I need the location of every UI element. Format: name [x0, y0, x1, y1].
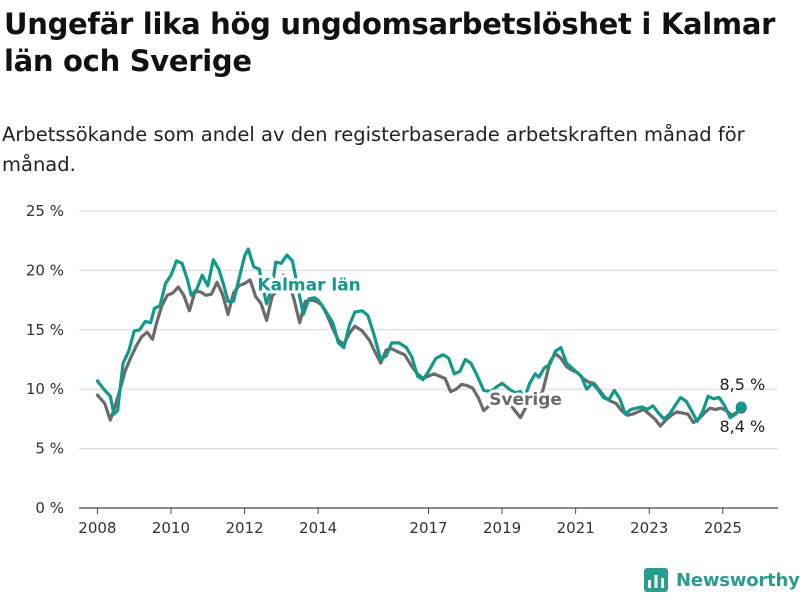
end-label-kalmar: 8,5 % — [719, 375, 765, 394]
end-point-kalmar — [735, 401, 747, 413]
x-tick-label: 2012 — [225, 519, 263, 537]
y-tick-label: 20 % — [26, 261, 64, 279]
series-line-sverige — [95, 273, 743, 428]
y-tick-label: 15 % — [26, 321, 64, 339]
brand[interactable]: Newsworthy — [644, 568, 800, 592]
series-layer — [95, 247, 747, 428]
label-layer: Kalmar län Sverige 8,5 % 8,4 % — [254, 273, 765, 437]
y-tick-label: 5 % — [35, 440, 64, 458]
series-label-sverige: Sverige — [489, 390, 562, 410]
end-label-sverige: 8,4 % — [719, 417, 765, 436]
x-tick-label: 2010 — [152, 519, 190, 537]
brand-name: Newsworthy — [676, 569, 800, 591]
series-label-kalmar: Kalmar län — [257, 276, 360, 296]
bar-chart-logo-icon — [644, 568, 668, 592]
series-line-kalmar — [95, 247, 743, 423]
grid: 0 % 5 % 10 % 15 % 20 % 25 % 2008 2010 2012 2014 20… — [26, 202, 778, 537]
y-tick-label: 25 % — [26, 202, 64, 220]
chart-subtitle: Arbetssökande som andel av den registerb… — [2, 123, 745, 176]
x-tick-label: 2017 — [409, 519, 447, 537]
x-tick-label: 2023 — [630, 519, 668, 537]
x-tick-label: 2019 — [483, 519, 521, 537]
y-tick-label: 10 % — [26, 380, 64, 398]
chart-title: Ungefär lika hög ungdomsarbetslöshet i K… — [4, 7, 776, 78]
x-tick-label: 2014 — [299, 519, 337, 537]
x-tick-label: 2021 — [557, 519, 595, 537]
x-tick-label: 2008 — [78, 519, 116, 537]
y-tick-label: 0 % — [35, 499, 64, 517]
x-tick-label: 2025 — [704, 519, 742, 537]
